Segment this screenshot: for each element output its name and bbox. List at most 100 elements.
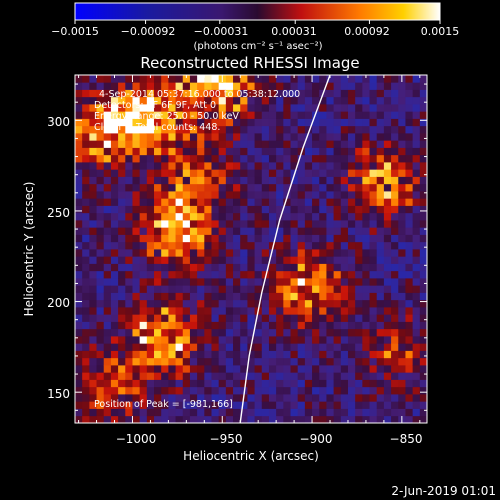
heatmap-cell [118, 96, 126, 105]
heatmap-cell [75, 241, 83, 250]
heatmap-cell [204, 154, 212, 163]
heatmap-cell [391, 263, 399, 272]
heatmap-cell [254, 133, 263, 141]
heatmap-cell [405, 314, 414, 322]
heatmap-cell [376, 307, 385, 315]
heatmap-cell [319, 270, 327, 279]
x-tick-label-0: −1000 [116, 432, 157, 446]
heatmap-cell [82, 365, 90, 373]
colorbar-tick-label-3: 0.00031 [271, 25, 317, 38]
heatmap-cell [161, 336, 169, 344]
heatmap-cell [347, 249, 356, 257]
heatmap-cell [254, 220, 263, 228]
heatmap-cell [118, 183, 126, 192]
heatmap-cell [376, 118, 385, 127]
heatmap-cell [225, 285, 234, 293]
heatmap-cell [362, 140, 370, 148]
heatmap-cell [383, 118, 392, 127]
heatmap-cell [182, 140, 191, 148]
heatmap-cell [168, 321, 176, 330]
heatmap-cell [268, 125, 277, 134]
heatmap-cell [154, 270, 162, 279]
heatmap-cell [254, 292, 263, 301]
heatmap-cell [233, 191, 241, 199]
heatmap-cell [82, 263, 90, 272]
heatmap-cell [139, 162, 148, 170]
heatmap-cell [218, 285, 227, 293]
heatmap-cell [297, 321, 306, 330]
heatmap-cell [412, 328, 421, 337]
heatmap-cell [139, 147, 148, 156]
heatmap-cell [319, 118, 327, 127]
heatmap-cell [276, 118, 284, 127]
heatmap-cell [398, 154, 406, 163]
heatmap-cell [204, 75, 212, 83]
heatmap-cell [82, 89, 90, 98]
heatmap-cell [326, 212, 335, 221]
heatmap-cell [204, 379, 212, 388]
heatmap-cell [154, 386, 162, 395]
plot-frame [74, 74, 428, 424]
heatmap-cell [254, 270, 263, 279]
heatmap-cell [161, 408, 169, 417]
heatmap-cell [132, 118, 141, 127]
heatmap-cell [405, 401, 414, 409]
heatmap-cell [312, 307, 320, 315]
heatmap-cell [326, 350, 335, 359]
heatmap-cell [297, 408, 306, 417]
heatmap-cell [340, 227, 349, 235]
heatmap-cell [268, 270, 277, 279]
heatmap-cell [197, 234, 205, 243]
heatmap-cell [233, 256, 241, 264]
heatmap-cell [347, 89, 356, 98]
heatmap-cell [290, 285, 299, 293]
heatmap-cell [168, 336, 176, 344]
heatmap-cell [103, 357, 112, 366]
heatmap-cell [398, 118, 406, 127]
heatmap-cell [412, 212, 421, 221]
heatmap-cell [376, 394, 385, 402]
heatmap-cell [326, 75, 335, 83]
heatmap-cell [261, 386, 270, 395]
x-tick-label-2: −900 [300, 432, 333, 446]
heatmap-cell [161, 249, 169, 257]
heatmap-cell [175, 205, 184, 214]
heatmap-cell [254, 241, 263, 250]
heatmap-cell [405, 133, 414, 141]
heatmap-cell [347, 198, 356, 206]
heatmap-cell [146, 140, 155, 148]
heatmap-cell [369, 198, 378, 206]
heatmap-cell [240, 285, 248, 293]
heatmap-cell [383, 82, 392, 90]
heatmap-cell [369, 321, 378, 330]
heatmap-cell [419, 205, 427, 214]
heatmap-cell [103, 401, 112, 409]
heatmap-cell [161, 350, 169, 359]
heatmap-cell [240, 111, 248, 119]
heatmap-cell [240, 379, 248, 388]
heatmap-cell [304, 278, 313, 286]
heatmap-cell [240, 321, 248, 330]
heatmap-cell [276, 75, 284, 83]
heatmap-cell [268, 328, 277, 337]
heatmap-cell [312, 365, 320, 373]
heatmap-cell [254, 198, 263, 206]
heatmap-cell [340, 299, 349, 308]
heatmap-cell [89, 140, 97, 148]
heatmap-cell [355, 394, 363, 402]
heatmap-cell [276, 169, 284, 177]
heatmap-cell [319, 147, 327, 156]
heatmap-cell [412, 394, 421, 402]
heatmap-cell [319, 183, 327, 192]
heatmap-cell [168, 408, 176, 417]
heatmap-cell [326, 343, 335, 351]
heatmap-cell [290, 241, 299, 250]
heatmap-cell [118, 321, 126, 330]
heatmap-cell [82, 82, 90, 90]
heatmap-cell [261, 343, 270, 351]
heatmap-cell [419, 278, 427, 286]
heatmap-cell [96, 394, 105, 402]
heatmap-cell [283, 328, 291, 337]
heatmap-cell [391, 314, 399, 322]
heatmap-cell [154, 299, 162, 308]
